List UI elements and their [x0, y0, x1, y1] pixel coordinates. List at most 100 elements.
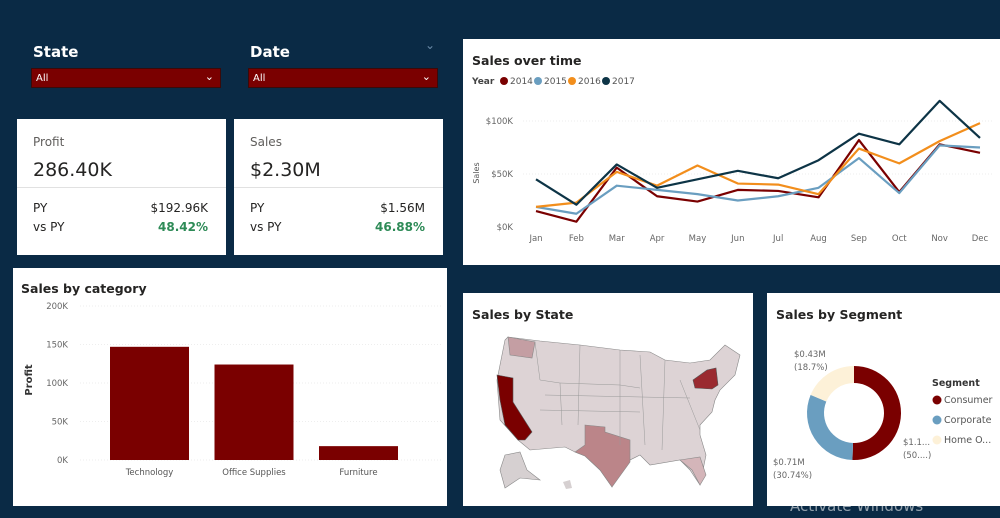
series-line-2016 — [535, 122, 981, 208]
legend-title: Year — [471, 77, 495, 87]
y-tick-label: 200K — [46, 302, 68, 312]
divider — [17, 187, 226, 188]
vs-py-label: vs PY — [250, 220, 282, 234]
x-tick-label: Sep — [851, 234, 867, 244]
x-tick-label: Jan — [528, 234, 542, 244]
panel-title: Sales by Segment — [776, 307, 903, 322]
py-value: $1.56M — [380, 201, 425, 215]
y-tick-label: 50K — [52, 418, 69, 428]
date-dropdown[interactable]: All ⌄ — [248, 68, 438, 88]
legend-marker-0 — [932, 395, 942, 405]
x-tick-label: Aug — [810, 234, 827, 244]
legend-label-2016: 2016 — [578, 77, 601, 87]
vs-py-value: 46.88% — [375, 220, 425, 234]
chevron-down-icon: ⌄ — [421, 70, 431, 83]
y-axis-label: Sales — [472, 162, 481, 183]
data-label-value: $1.1... — [903, 438, 930, 448]
data-label-percent: (18.7%) — [794, 363, 828, 373]
map-state-hawaii[interactable] — [563, 480, 572, 489]
sales-by-category-panel: Sales by category Profit 0K 50K 100K 150K 20… — [13, 268, 447, 506]
kpi-value: $2.30M — [250, 159, 321, 181]
y-tick-label: 0K — [57, 456, 68, 466]
data-label-value: $0.43M — [794, 350, 826, 360]
kpi-value: 286.40K — [33, 159, 112, 181]
divider — [234, 187, 443, 188]
map-state-florida[interactable] — [679, 456, 707, 486]
y-tick-label: $0K — [497, 223, 514, 233]
collapse-chevron-icon[interactable]: ⌄ — [425, 38, 436, 52]
x-tick-label: Office Supplies — [222, 468, 286, 478]
x-tick-label: Nov — [931, 234, 948, 244]
legend-marker-2014 — [500, 77, 508, 85]
y-tick-label: 100K — [46, 379, 68, 389]
date-filter-label: Date — [250, 43, 290, 61]
x-tick-label: Jun — [730, 234, 744, 244]
py-label: PY — [250, 201, 265, 215]
map-state-new-york[interactable] — [692, 367, 719, 390]
x-tick-label: Dec — [972, 234, 989, 244]
sales-by-segment-panel: Sales by Segment Segment $1.1... (50....)… — [767, 293, 1000, 506]
py-label: PY — [33, 201, 48, 215]
sales-by-state-panel: Sales by State — [463, 293, 753, 506]
sales-over-time-panel: Sales over time Year Sales 2014 2015 2016 2… — [463, 39, 1000, 265]
state-dropdown[interactable]: All ⌄ — [31, 68, 221, 88]
donut-slice-corporate — [807, 394, 854, 460]
bar-office-supplies — [214, 364, 294, 460]
y-tick-label: 150K — [46, 341, 68, 351]
x-tick-label: Furniture — [339, 468, 377, 478]
map-state-washington[interactable] — [507, 336, 536, 359]
legend-marker-2015 — [534, 77, 542, 85]
map-state-borders — [534, 341, 701, 451]
donut-slice-homeo — [810, 366, 854, 402]
x-tick-label: May — [689, 234, 707, 244]
x-tick-label: Oct — [892, 234, 907, 244]
state-dropdown-value: All — [36, 73, 49, 84]
x-tick-label: Feb — [569, 234, 584, 244]
state-filter-label: State — [33, 43, 79, 61]
vs-py-value: 48.42% — [158, 220, 208, 234]
map-state-california[interactable] — [496, 374, 533, 441]
bar-furniture — [319, 446, 398, 460]
data-label-percent: (50....) — [903, 451, 931, 461]
x-tick-label: Technology — [125, 468, 174, 478]
legend-marker-1 — [932, 415, 942, 425]
legend-marker-2 — [932, 435, 942, 445]
legend-label: Consumer — [944, 395, 993, 406]
bar-chart: Profit 0K 50K 100K 150K 200K Technology Office… — [24, 302, 443, 478]
sales-card: Sales $2.30M PY $1.56M vs PY 46.88% — [234, 119, 443, 255]
activate-windows-watermark: Activate Windows — [790, 497, 924, 515]
y-axis-label: Profit — [24, 364, 35, 396]
chevron-down-icon: ⌄ — [204, 70, 214, 83]
panel-title: Sales by category — [21, 281, 147, 296]
x-tick-label: Apr — [650, 234, 665, 244]
line-chart: Year Sales 2014 2015 2016 2017 $0K $50K $100K J… — [471, 77, 993, 244]
legend-label-2015: 2015 — [544, 77, 567, 87]
y-tick-label: $100K — [486, 117, 514, 127]
profit-card: Profit 286.40K PY $192.96K vs PY 48.42% — [17, 119, 226, 255]
legend-label-2014: 2014 — [510, 77, 533, 87]
series-line-2014 — [535, 138, 981, 223]
legend-marker-2016 — [568, 77, 576, 85]
legend-title: Segment — [932, 378, 980, 389]
map-state-texas[interactable] — [574, 424, 631, 488]
x-tick-label: Mar — [609, 234, 626, 244]
kpi-label: Sales — [250, 135, 282, 149]
date-dropdown-value: All — [253, 73, 266, 84]
vs-py-label: vs PY — [33, 220, 65, 234]
donut-slice-consumer — [852, 366, 902, 460]
kpi-label: Profit — [33, 135, 65, 149]
bar-technology — [110, 346, 189, 460]
legend-label: Corporate — [944, 415, 992, 426]
series-line-2015 — [535, 144, 981, 215]
panel-title: Sales by State — [472, 307, 574, 322]
donut-chart: Segment $1.1... (50....) Consumer $0.71M (30… — [773, 350, 993, 481]
legend-label-2017: 2017 — [612, 77, 635, 87]
map-state-alaska[interactable] — [499, 451, 542, 489]
us-map[interactable] — [463, 293, 753, 506]
panel-title: Sales over time — [472, 53, 582, 68]
series-line-2017 — [535, 99, 981, 206]
x-tick-label: Jul — [772, 234, 783, 244]
legend-label: Home O... — [944, 435, 991, 446]
data-label-percent: (30.74%) — [773, 471, 812, 481]
y-tick-label: $50K — [491, 170, 513, 180]
